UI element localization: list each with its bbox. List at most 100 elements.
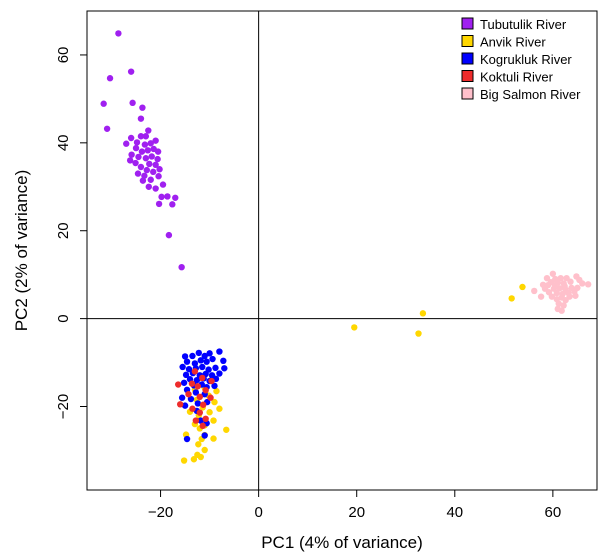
data-point — [216, 405, 223, 412]
zero-reference-lines — [87, 11, 597, 490]
data-point — [519, 283, 526, 291]
data-point — [141, 172, 148, 179]
data-point — [158, 193, 165, 201]
data-point — [208, 377, 215, 385]
data-point — [172, 194, 179, 201]
data-point — [202, 415, 209, 423]
legend-label: Anvik River — [480, 35, 546, 50]
data-point — [196, 393, 203, 401]
data-point — [106, 75, 114, 82]
x-tick-label: 0 — [254, 504, 262, 521]
data-point — [201, 352, 208, 360]
data-point — [183, 358, 191, 365]
data-point — [197, 357, 204, 364]
data-point — [115, 30, 122, 37]
data-point — [155, 200, 163, 208]
data-point — [145, 127, 152, 134]
data-point — [557, 274, 564, 282]
y-axis: −20 0 20 40 60 — [55, 47, 87, 419]
data-point — [192, 389, 200, 396]
data-point — [419, 310, 427, 317]
data-point — [156, 166, 163, 173]
data-point — [146, 160, 153, 168]
y-axis-title: PC2 (2% of variance) — [12, 170, 31, 332]
data-point — [213, 387, 220, 395]
data-point — [152, 161, 159, 169]
data-point — [152, 185, 159, 192]
data-point — [212, 364, 219, 372]
data-point — [145, 183, 152, 190]
data-point — [180, 457, 188, 464]
data-point — [142, 133, 150, 140]
legend-swatch — [461, 35, 474, 47]
data-point — [159, 181, 167, 188]
data-point — [537, 293, 545, 300]
data-point — [220, 357, 227, 365]
data-point — [185, 365, 193, 373]
legend-swatch — [461, 52, 474, 65]
series-tubutulik-river — [100, 30, 185, 271]
data-point — [188, 380, 196, 387]
x-tick-label: 60 — [545, 504, 562, 521]
data-point — [543, 274, 551, 282]
y-tick-label: 60 — [55, 47, 72, 64]
data-point — [555, 300, 562, 307]
data-point — [548, 293, 556, 300]
data-point — [201, 446, 208, 454]
data-point — [194, 400, 202, 407]
data-point — [531, 287, 538, 295]
data-point — [551, 282, 559, 289]
data-point — [178, 394, 186, 401]
data-point — [164, 193, 171, 200]
series-kogrukluk-river — [178, 348, 228, 443]
series-koktuli-river — [175, 368, 215, 430]
series-anvik-river — [180, 283, 526, 464]
data-point — [182, 371, 190, 379]
data-point — [181, 402, 189, 409]
data-point — [139, 177, 147, 184]
data-point — [211, 398, 218, 406]
data-point — [544, 282, 552, 289]
data-point — [210, 417, 217, 424]
data-point — [133, 139, 141, 146]
data-point — [127, 134, 135, 142]
data-point — [207, 394, 214, 401]
data-point — [135, 153, 142, 161]
data-point — [193, 376, 201, 384]
data-point — [132, 144, 140, 152]
data-point — [200, 401, 207, 408]
data-point — [132, 159, 139, 167]
data-point — [154, 155, 161, 163]
legend-label: Tubutulik River — [480, 17, 567, 32]
data-point — [558, 307, 565, 314]
data-point — [154, 148, 162, 155]
legend-swatch — [461, 17, 474, 30]
data-point — [183, 435, 191, 443]
data-point — [143, 166, 151, 174]
data-point — [100, 100, 107, 107]
data-point — [185, 391, 192, 398]
data-point — [189, 405, 196, 412]
data-point — [137, 115, 145, 122]
data-point — [556, 285, 563, 292]
data-point — [584, 281, 592, 288]
data-point — [199, 422, 206, 430]
y-tick-label: 20 — [55, 222, 72, 239]
data-point — [103, 125, 111, 132]
data-point — [150, 168, 157, 176]
data-point — [176, 401, 184, 408]
data-point — [351, 324, 358, 331]
data-point — [574, 284, 581, 292]
data-point — [223, 426, 230, 433]
data-point — [152, 137, 159, 144]
x-tick-label: −20 — [148, 504, 173, 521]
data-point — [178, 263, 185, 271]
data-point — [189, 352, 196, 360]
data-point — [142, 155, 150, 162]
data-point — [179, 363, 186, 371]
y-tick-label: 0 — [55, 314, 72, 322]
y-tick-label: −20 — [55, 394, 72, 419]
legend-label: Big Salmon River — [480, 87, 581, 102]
data-points — [100, 30, 592, 464]
